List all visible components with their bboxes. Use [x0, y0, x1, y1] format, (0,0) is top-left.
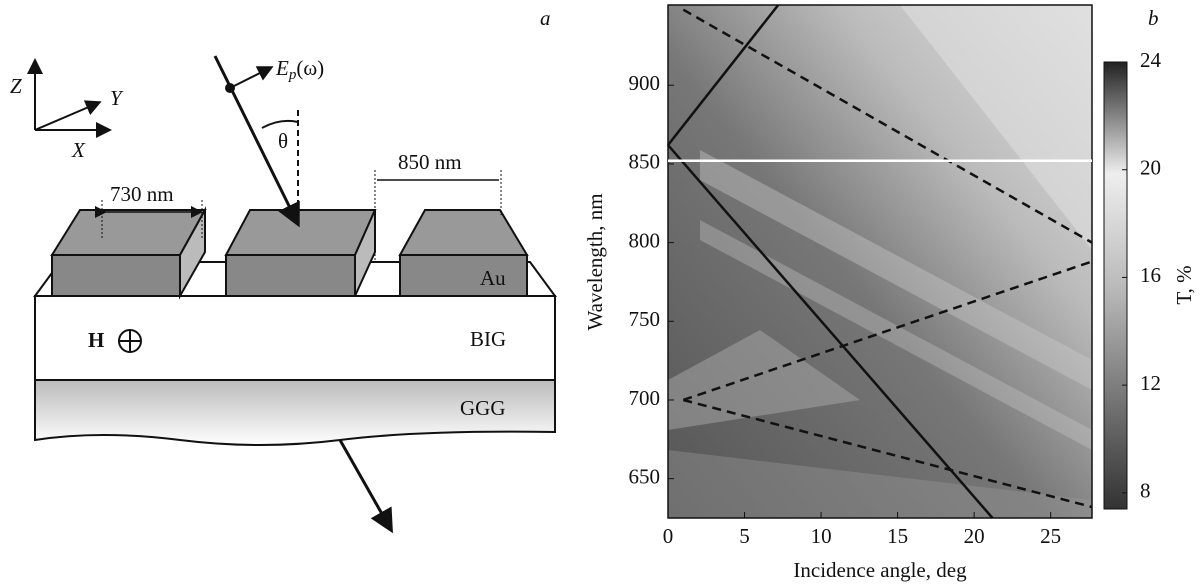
layer-big: BIG — [470, 327, 506, 351]
field-h: H — [88, 328, 104, 352]
field-subscript: p — [288, 67, 297, 83]
colorbar-tick-label: 16 — [1140, 263, 1161, 287]
x-tick-label: 20 — [964, 524, 985, 548]
axis-z: Z — [10, 74, 22, 98]
x-tick-label: 25 — [1040, 524, 1061, 548]
x-axis-label: Incidence angle, deg — [793, 558, 967, 582]
axis-x: X — [71, 138, 86, 162]
heatmap-background — [668, 5, 1092, 518]
colorbar-tick-label: 20 — [1140, 156, 1161, 180]
series-line — [682, 398, 1093, 509]
colorbar — [1103, 61, 1128, 510]
field-symbol: E — [275, 56, 289, 80]
y-tick-label: 900 — [629, 71, 661, 95]
diagram — [27, 55, 557, 534]
period: 850 nm — [398, 150, 462, 174]
colorbar-label: T, % — [1172, 265, 1196, 304]
series-line — [682, 8, 1093, 244]
field-label: Ep(ω) — [275, 56, 324, 84]
layer-au: Au — [480, 266, 506, 290]
colorbar-tick-label: 12 — [1140, 371, 1161, 395]
panel-label: b — [1148, 6, 1159, 30]
angle-label: θ — [278, 129, 288, 153]
y-tick-label: 700 — [629, 386, 661, 410]
y-tick-label: 850 — [629, 150, 661, 174]
colorbar-tick-label: 8 — [1140, 479, 1151, 503]
series-line — [667, 144, 994, 519]
plot-frame — [667, 4, 1093, 519]
series-line — [682, 260, 1093, 402]
y-tick-label: 650 — [629, 464, 661, 488]
axis-y: Y — [110, 86, 124, 110]
field-argument: (ω) — [296, 56, 324, 80]
x-tick-label: 15 — [887, 524, 908, 548]
x-tick-label: 0 — [663, 524, 674, 548]
x-tick-label: 10 — [811, 524, 832, 548]
colorbar-tick-label: 24 — [1140, 48, 1162, 72]
y-tick-label: 750 — [629, 307, 661, 331]
y-axis-label: Wavelength, nm — [583, 193, 607, 330]
gap-width: 730 nm — [110, 182, 174, 206]
series-line — [667, 4, 780, 146]
panel-label: a — [540, 6, 551, 30]
layer-ggg: GGG — [460, 396, 506, 420]
y-tick-label: 800 — [629, 228, 661, 252]
x-tick-label: 5 — [739, 524, 750, 548]
